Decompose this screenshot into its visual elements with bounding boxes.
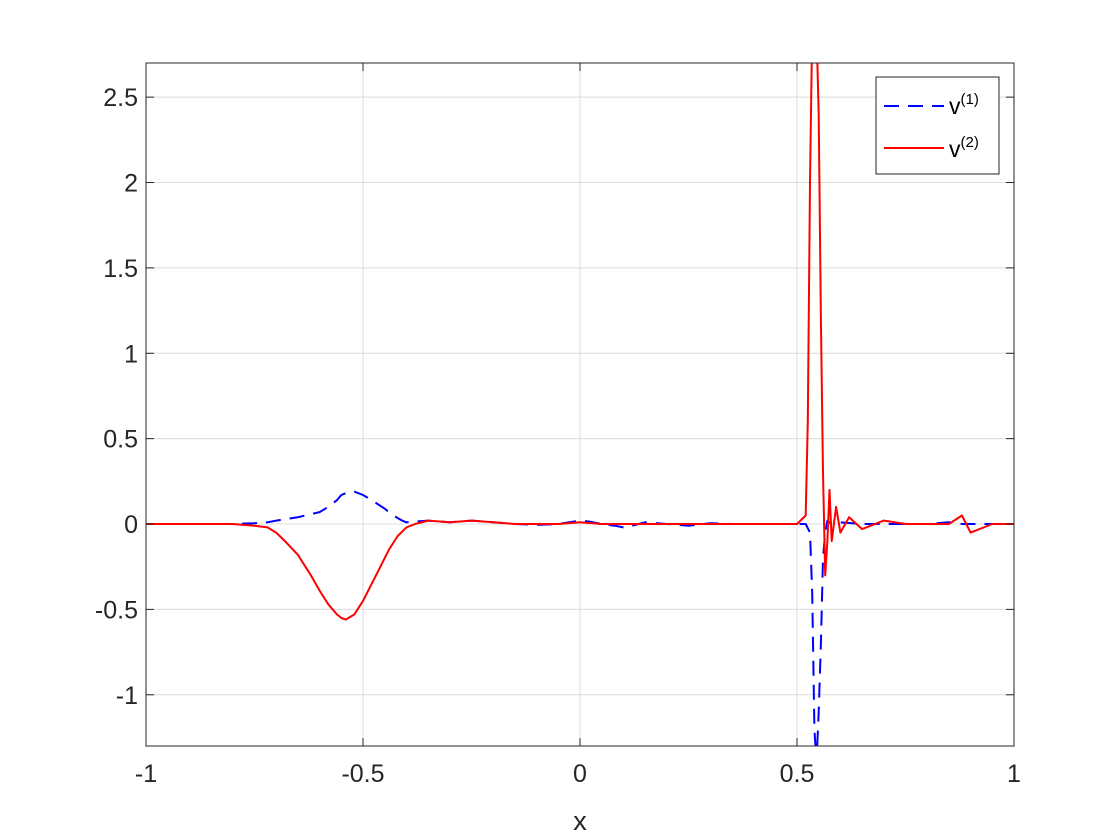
y-tick-label: 0 — [124, 511, 138, 539]
y-tick-label: -0.5 — [95, 596, 138, 624]
legend-box — [875, 76, 1000, 175]
axis-ticks — [145, 63, 1015, 746]
x-axis-label: x — [573, 806, 587, 836]
legend-label-v2: v(2) — [949, 134, 979, 162]
x-tick-label: 1 — [1007, 760, 1021, 788]
y-tick-label: 2.5 — [103, 84, 138, 112]
x-tick-label: 0.5 — [780, 760, 815, 788]
series-line-2 — [146, 63, 1014, 621]
y-tick-label: 1.5 — [103, 255, 138, 283]
legend-label-v2-sup: (2) — [961, 134, 979, 151]
legend-label-v1: v(1) — [949, 91, 979, 119]
x-tick-label: 0 — [573, 760, 587, 788]
x-tick-label: -1 — [135, 760, 157, 788]
y-tick-label: -1 — [116, 682, 138, 710]
x-tick-labels: -1 -0.5 0 0.5 1 — [135, 760, 1021, 788]
legend-label-v1-sup: (1) — [961, 91, 979, 108]
y-tick-label: 2 — [124, 170, 138, 198]
legend-label-v2-name: v — [949, 136, 961, 162]
x-tick-label: -0.5 — [341, 760, 384, 788]
y-tick-label: 1 — [124, 340, 138, 368]
y-tick-label: 0.5 — [103, 426, 138, 454]
legend-label-v1-name: v — [949, 93, 961, 119]
legend: v(1) v(2) — [875, 76, 1000, 175]
series-layer — [146, 63, 1014, 746]
y-tick-labels: -1 -0.5 0 0.5 1 1.5 2 2.5 — [95, 84, 138, 710]
